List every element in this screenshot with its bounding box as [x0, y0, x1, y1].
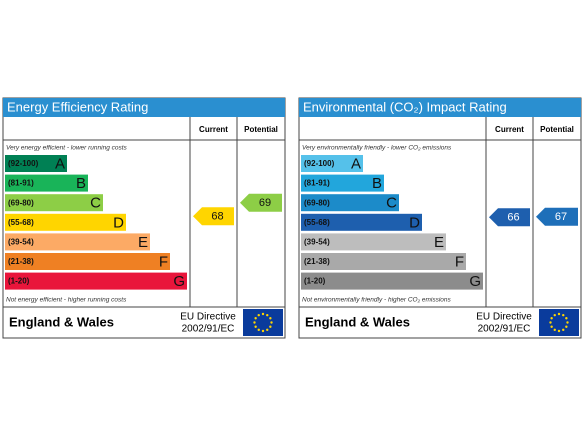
- band-range: (81-91): [304, 179, 330, 188]
- rating-band: [301, 174, 384, 192]
- note: Very environmentally friendly - lower CO…: [302, 145, 452, 152]
- flag-star: [266, 328, 269, 332]
- band-range: (69-80): [8, 198, 34, 207]
- flag-star: [257, 313, 260, 317]
- rating-band: [5, 213, 126, 231]
- band-letter: G: [173, 273, 185, 290]
- note: Not environmentally friendly - higher CO…: [302, 297, 452, 304]
- band-letter: F: [159, 253, 168, 270]
- flag-star: [566, 321, 569, 324]
- flag-star: [269, 325, 272, 328]
- band-letter: F: [455, 253, 464, 270]
- flag-star: [557, 329, 561, 333]
- rating-band: [5, 253, 170, 270]
- rating-panel: Environmental (CO₂) Impact Rating Current…: [298, 97, 582, 339]
- flag-star: [261, 329, 265, 333]
- rating-band: [5, 233, 150, 251]
- flag-star: [557, 312, 561, 316]
- directive: 2002/91/EC: [182, 324, 235, 335]
- flag-star: [565, 317, 568, 320]
- band-letter: A: [351, 155, 361, 172]
- band-range: (39-54): [8, 238, 34, 247]
- flag-star: [254, 325, 257, 328]
- directive: 2002/91/EC: [478, 324, 531, 335]
- rating-band: [301, 213, 422, 231]
- band-letter: B: [76, 175, 86, 192]
- rating-band: [5, 194, 103, 212]
- flag-star: [253, 321, 256, 324]
- flag-star: [562, 313, 565, 317]
- panel-title: Energy Efficiency Rating: [7, 99, 148, 114]
- column-header: Current: [495, 125, 524, 134]
- directive: EU Directive: [476, 312, 532, 323]
- rating-band: [301, 155, 363, 172]
- rating-arrow: [536, 207, 578, 226]
- band-letter: C: [90, 195, 101, 212]
- flag-star: [550, 317, 553, 320]
- flag-star: [562, 328, 565, 332]
- flag-star: [550, 325, 553, 328]
- band-range: (55-68): [304, 218, 330, 227]
- rating-arrow: [193, 207, 234, 226]
- note: Very energy efficient - lower running co…: [6, 145, 128, 152]
- directive: EU Directive: [180, 312, 236, 323]
- panel-title: Environmental (CO₂) Impact Rating: [303, 99, 507, 114]
- rating-value: 68: [211, 211, 223, 223]
- flag-star: [270, 321, 273, 324]
- band-range: (92-100): [8, 159, 39, 168]
- flag-star: [553, 328, 556, 332]
- flag-star: [261, 312, 265, 316]
- title-bar: [3, 98, 285, 117]
- column-header: Potential: [244, 125, 278, 134]
- band-letter: A: [55, 155, 65, 172]
- band-letter: E: [434, 234, 444, 251]
- band-letter: D: [113, 214, 124, 231]
- band-letter: D: [409, 214, 420, 231]
- rating-band: [5, 155, 67, 172]
- title-bar: [299, 98, 581, 117]
- band-letter: E: [138, 234, 148, 251]
- rating-band: [301, 233, 446, 251]
- band-letter: C: [386, 195, 397, 212]
- band-range: (39-54): [304, 238, 330, 247]
- column-header: Potential: [540, 125, 574, 134]
- rating-value: 66: [507, 212, 519, 224]
- band-range: (21-38): [8, 257, 34, 266]
- band-range: (1-20): [304, 277, 326, 286]
- rating-arrow: [240, 193, 282, 212]
- band-range: (92-100): [304, 159, 335, 168]
- rating-value: 67: [555, 211, 567, 223]
- rating-band: [301, 253, 466, 270]
- region: England & Wales: [9, 314, 114, 329]
- column-header: Current: [199, 125, 228, 134]
- band-range: (1-20): [8, 277, 30, 286]
- flag-star: [553, 313, 556, 317]
- band-range: (21-38): [304, 257, 330, 266]
- rating-band: [301, 272, 483, 290]
- band-letter: B: [372, 175, 382, 192]
- flag-star: [269, 317, 272, 320]
- band-range: (55-68): [8, 218, 34, 227]
- flag-star: [565, 325, 568, 328]
- rating-value: 69: [259, 197, 271, 209]
- rating-band: [301, 194, 399, 212]
- band-range: (81-91): [8, 179, 34, 188]
- flag-star: [266, 313, 269, 317]
- rating-band: [5, 174, 88, 192]
- band-range: (69-80): [304, 198, 330, 207]
- flag-star: [257, 328, 260, 332]
- band-letter: G: [469, 273, 481, 290]
- region: England & Wales: [305, 314, 410, 329]
- rating-band: [5, 272, 187, 290]
- flag-star: [254, 317, 257, 320]
- rating-panel: Energy Efficiency Rating Current Potential…: [2, 97, 286, 339]
- note: Not energy efficient - higher running co…: [6, 297, 127, 304]
- flag-star: [549, 321, 552, 324]
- rating-arrow: [489, 208, 530, 227]
